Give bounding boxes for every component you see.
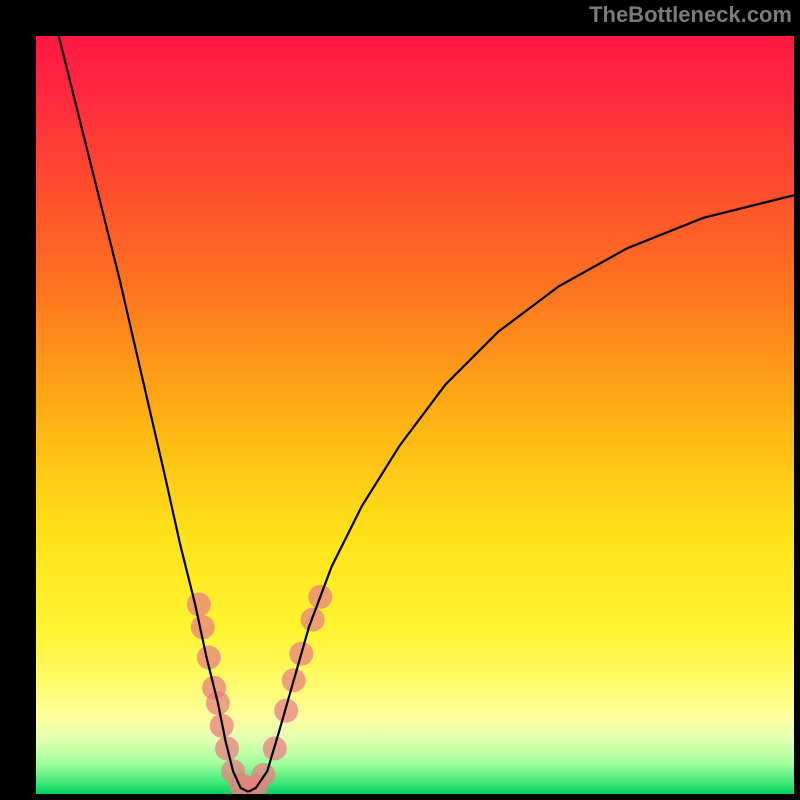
data-marker xyxy=(187,593,211,617)
plot-area xyxy=(36,36,794,794)
watermark-text: TheBottleneck.com xyxy=(589,2,792,28)
data-markers xyxy=(187,585,332,794)
curve-layer xyxy=(36,36,794,794)
chart-container: TheBottleneck.com xyxy=(0,0,800,800)
curve-right-branch xyxy=(248,195,794,792)
